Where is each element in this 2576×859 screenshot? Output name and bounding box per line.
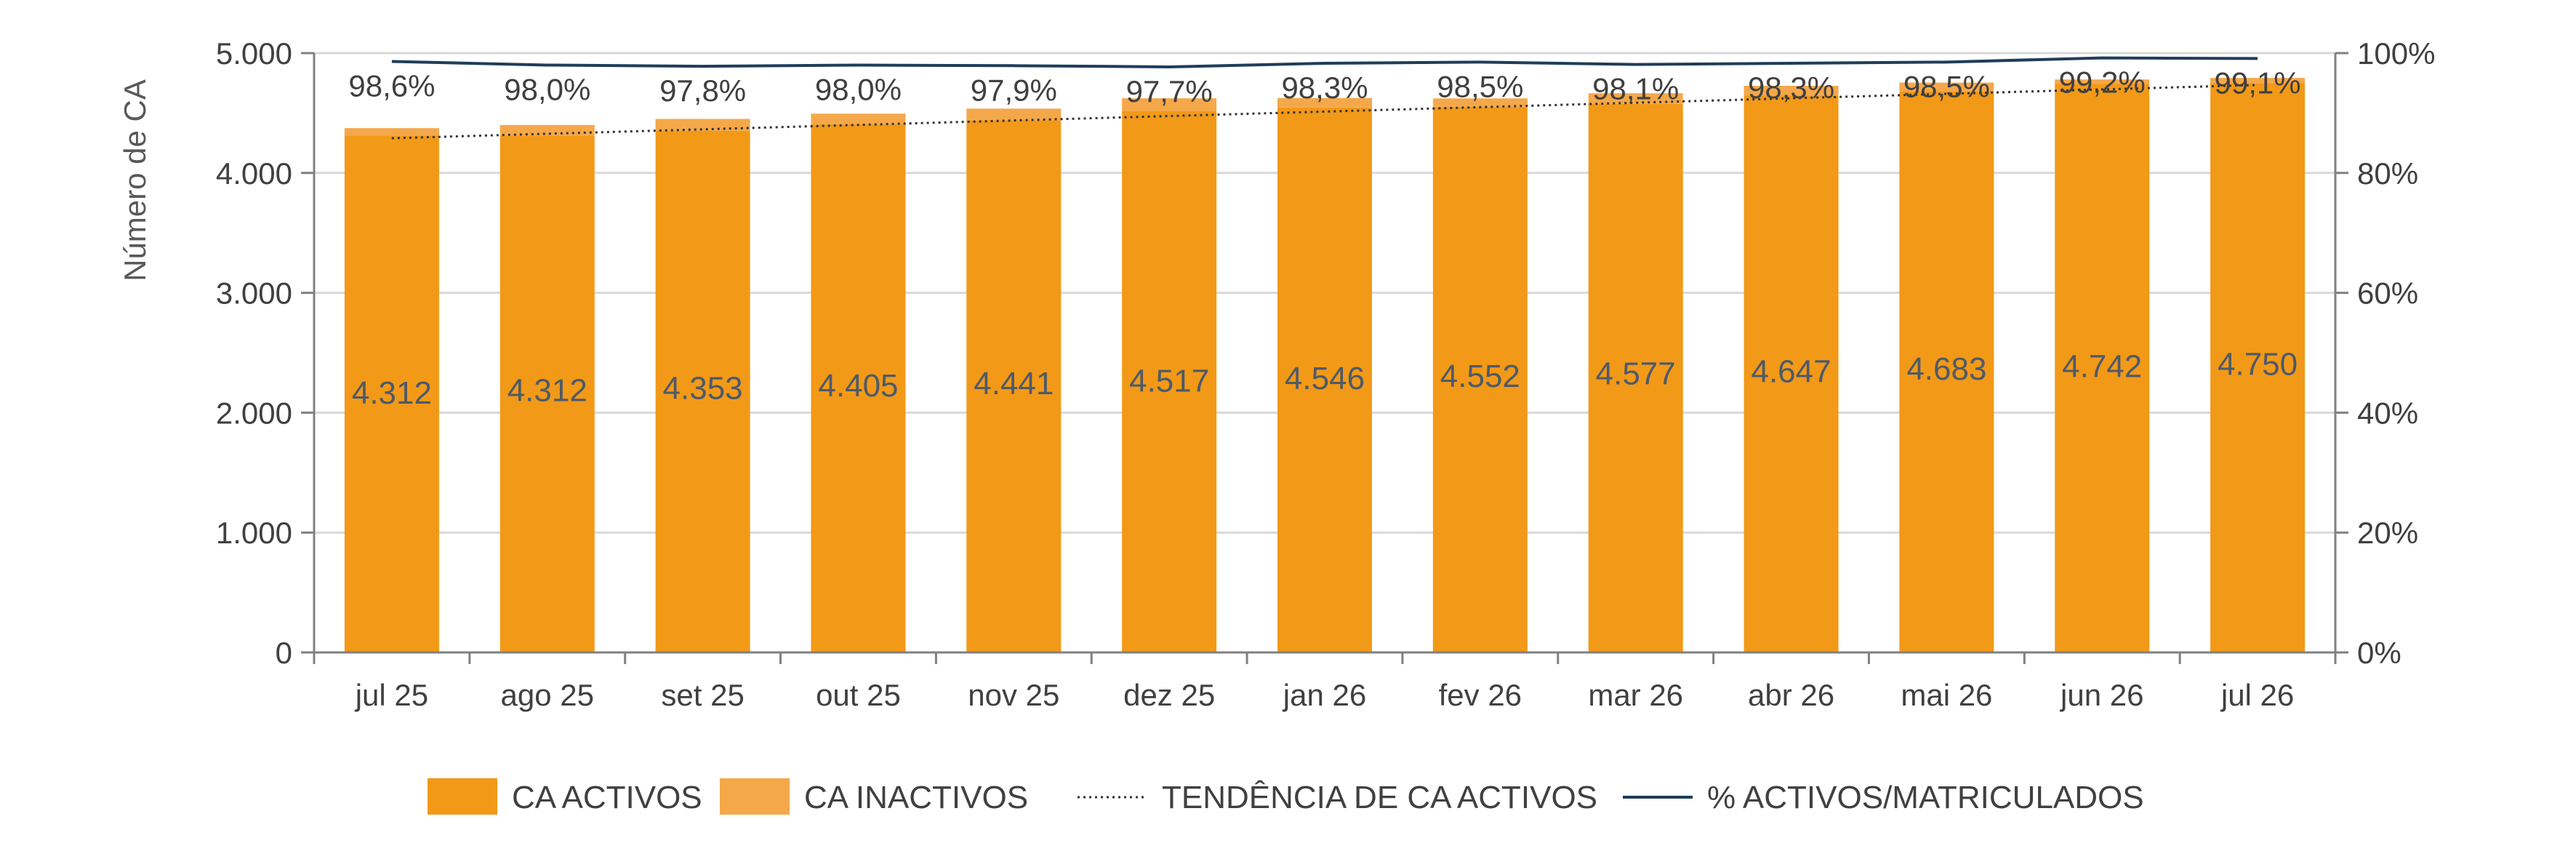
bar-value-label: 4.312 bbox=[352, 375, 432, 411]
x-tick-label: jan 26 bbox=[1282, 678, 1366, 712]
x-tick-label: set 25 bbox=[661, 678, 744, 712]
x-tick-label: jul 26 bbox=[2220, 678, 2294, 712]
bar-value-label: 4.517 bbox=[1129, 364, 1209, 399]
y-tick-label: 0 bbox=[276, 636, 292, 670]
x-tick-label: dez 25 bbox=[1123, 678, 1215, 712]
bar-ca-activos bbox=[1432, 106, 1528, 653]
percent-label: 99,2% bbox=[2059, 65, 2146, 100]
x-tick-label: mai 26 bbox=[1901, 678, 1992, 712]
bar-value-label: 4.552 bbox=[1440, 359, 1520, 394]
percent-label: 98,6% bbox=[348, 69, 435, 103]
percent-label: 98,3% bbox=[1748, 71, 1834, 105]
legend-label: TENDÊNCIA DE CA ACTIVOS bbox=[1162, 780, 1597, 815]
bar-ca-inactivos bbox=[2055, 79, 2150, 84]
y-tick-label: 3.000 bbox=[216, 276, 292, 311]
legend-swatch-ca-activos bbox=[428, 778, 497, 815]
bar-ca-activos bbox=[344, 135, 439, 653]
legend: CA ACTIVOS CA INACTIVOS TENDÊNCIA DE CA AC… bbox=[428, 778, 2144, 815]
percent-label: 98,0% bbox=[504, 72, 590, 106]
bar-ca-activos bbox=[655, 130, 750, 652]
bar-ca-inactivos bbox=[966, 108, 1062, 121]
x-tick-label: jul 25 bbox=[354, 678, 428, 712]
x-tick-label: abr 26 bbox=[1748, 678, 1834, 712]
x-tick-label: jun 26 bbox=[2059, 678, 2143, 712]
percent-label: 98,1% bbox=[1592, 72, 1679, 106]
y-tick-label: 2.000 bbox=[216, 396, 292, 430]
bar-ca-activos bbox=[811, 124, 906, 652]
percent-label: 98,5% bbox=[1437, 69, 1523, 103]
bar-ca-activos bbox=[1588, 103, 1683, 653]
bar-value-label: 4.353 bbox=[663, 370, 743, 406]
bar-ca-inactivos bbox=[344, 128, 439, 136]
percent-label: 98,0% bbox=[815, 72, 902, 106]
y-axis-title: Número de CA bbox=[118, 79, 152, 281]
bar-ca-activos bbox=[1277, 107, 1372, 652]
legend-label: CA ACTIVOS bbox=[512, 780, 702, 815]
bar-value-label: 4.750 bbox=[2218, 346, 2298, 382]
y-tick-label: 1.000 bbox=[216, 516, 292, 550]
y2-tick-label: 0% bbox=[2357, 636, 2402, 670]
x-tick-label: ago 25 bbox=[501, 678, 594, 712]
bar-ca-inactivos bbox=[811, 113, 906, 125]
lines bbox=[391, 56, 2258, 140]
legend-swatch-ca-inactivos bbox=[720, 778, 790, 815]
percent-label: 97,9% bbox=[971, 73, 1057, 107]
bar-value-label: 4.742 bbox=[2062, 349, 2142, 385]
bar-ca-inactivos bbox=[499, 124, 595, 136]
bar-ca-activos bbox=[1744, 95, 1839, 653]
bar-ca-inactivos bbox=[1432, 98, 1528, 107]
percent-label: 97,7% bbox=[1126, 74, 1213, 108]
x-tick-label: out 25 bbox=[816, 678, 901, 712]
bar-ca-inactivos bbox=[655, 119, 750, 131]
bar-ca-inactivos bbox=[1899, 82, 1994, 92]
bar-ca-activos bbox=[2055, 84, 2150, 652]
x-tick-label: fev 26 bbox=[1439, 678, 1522, 712]
y2-tick-label: 20% bbox=[2357, 516, 2418, 550]
y-tick-label: 5.000 bbox=[216, 36, 292, 71]
percent-line bbox=[391, 56, 2258, 68]
bar-ca-inactivos bbox=[2210, 78, 2306, 84]
bar-ca-inactivos bbox=[1122, 98, 1217, 111]
legend-label: CA INACTIVOS bbox=[804, 780, 1028, 815]
bar-value-label: 4.312 bbox=[507, 373, 587, 409]
percent-label: 97,8% bbox=[659, 73, 746, 108]
data-labels: 4.312 4.312 4.353 4.405 4.441 4.517 4.546 4.552… bbox=[348, 65, 2300, 411]
percent-label: 98,3% bbox=[1281, 71, 1368, 105]
percent-label: 99,1% bbox=[2215, 65, 2301, 100]
bar-value-label: 4.441 bbox=[974, 366, 1054, 401]
y2-tick-label: 60% bbox=[2357, 276, 2418, 311]
bars bbox=[344, 78, 2306, 653]
bar-ca-inactivos bbox=[1744, 85, 1839, 96]
y2-tick-label: 100% bbox=[2357, 36, 2435, 71]
bar-value-label: 4.683 bbox=[1906, 351, 1986, 387]
y-tick-label: 4.000 bbox=[216, 156, 292, 191]
x-tick-label: nov 25 bbox=[968, 678, 1059, 712]
bar-value-label: 4.546 bbox=[1285, 361, 1365, 396]
legend-label: % ACTIVOS/MATRICULADOS bbox=[1707, 780, 2144, 815]
bar-ca-activos bbox=[2210, 83, 2306, 652]
bar-ca-inactivos bbox=[1277, 97, 1372, 108]
bar-value-label: 4.577 bbox=[1596, 356, 1676, 392]
bar-ca-activos bbox=[1122, 111, 1217, 653]
axes: 0 1.000 2.000 3.000 4.000 5.000 0% 20% 40% 60% 80%… bbox=[216, 36, 2436, 712]
bar-value-label: 4.405 bbox=[818, 368, 898, 404]
bar-value-label: 4.647 bbox=[1751, 353, 1831, 389]
bar-ca-activos bbox=[499, 135, 595, 653]
bar-ca-activos bbox=[1899, 91, 1994, 653]
bar-ca-activos bbox=[966, 120, 1062, 653]
y2-tick-label: 40% bbox=[2357, 396, 2418, 430]
x-tick-label: mar 26 bbox=[1588, 678, 1683, 712]
percent-label: 98,5% bbox=[1903, 69, 1990, 103]
y2-tick-label: 80% bbox=[2357, 156, 2418, 191]
